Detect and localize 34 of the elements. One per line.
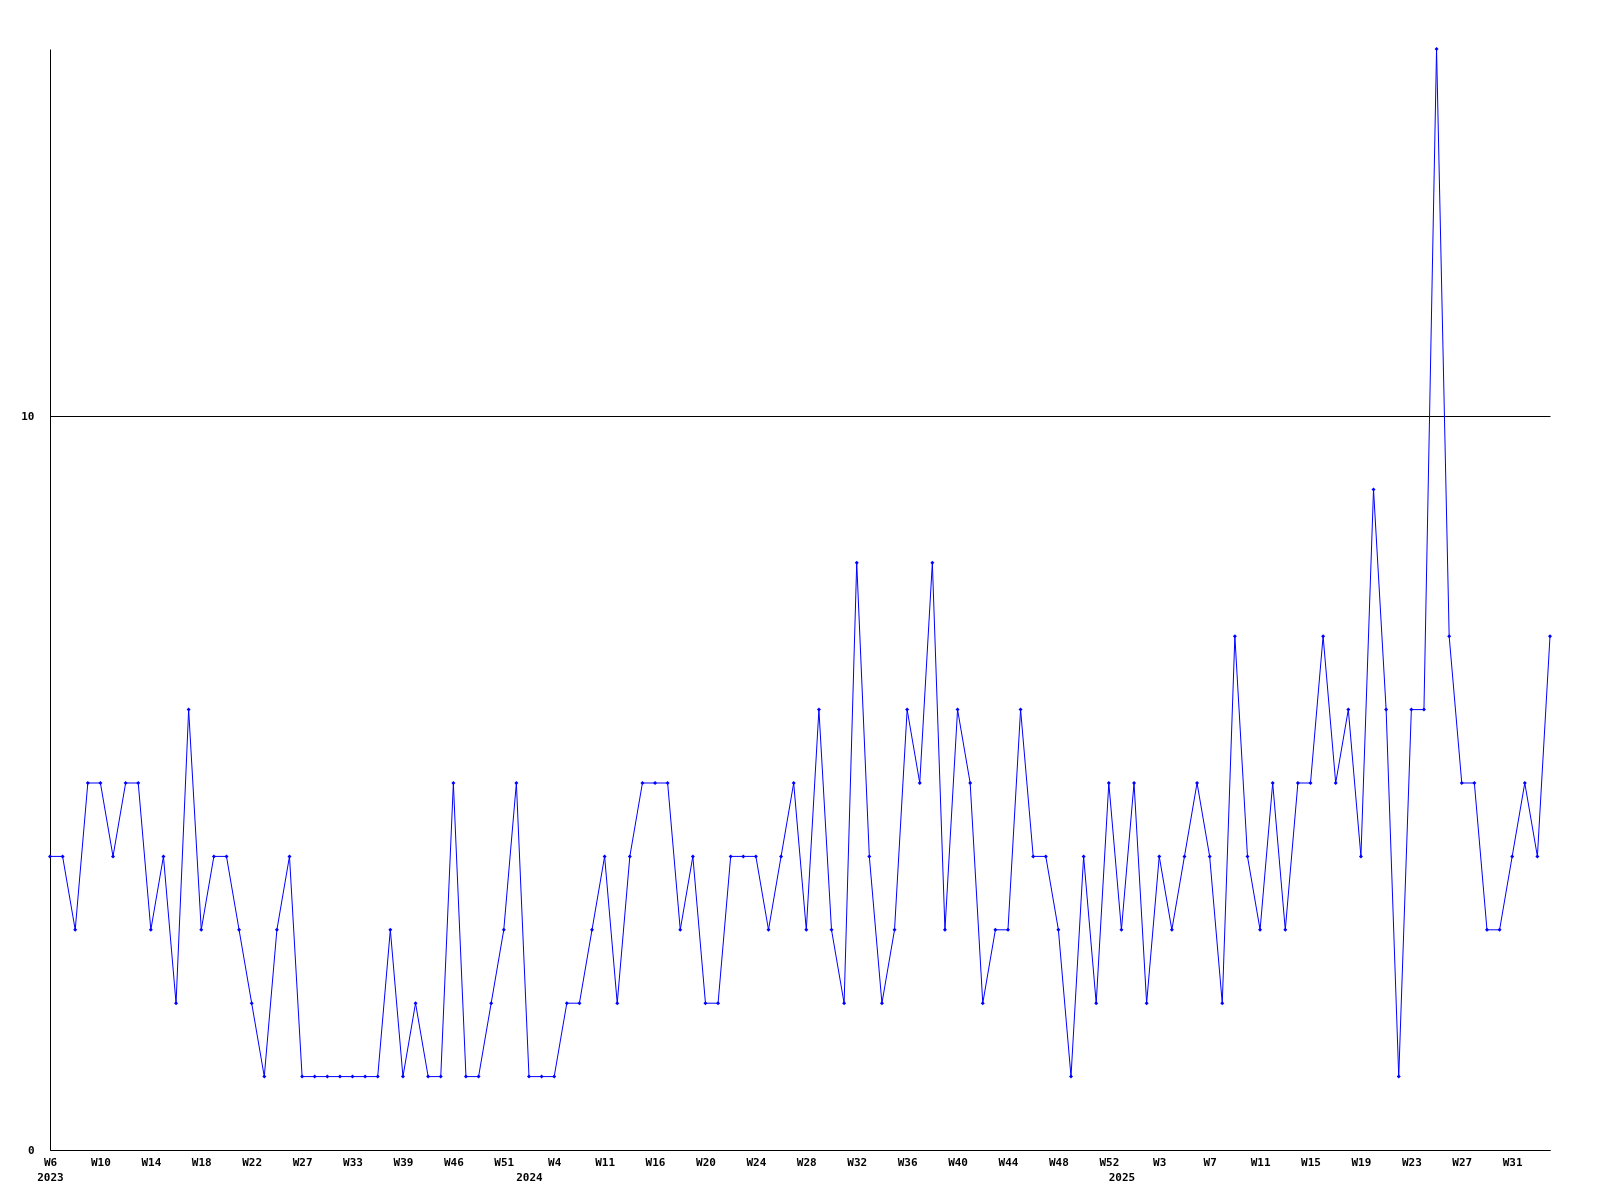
x-tick-label: W20 (696, 1155, 716, 1169)
y-tick-label: 10 (21, 409, 35, 423)
x-tick-label: W24 (746, 1155, 767, 1169)
x-tick-label: W46 (443, 1155, 465, 1169)
x-tick-label: W36 (897, 1155, 918, 1169)
x-tick-label: W52 (1099, 1155, 1120, 1169)
x-tick-label: W19 (1351, 1155, 1372, 1169)
x-tick-label: W51 (494, 1155, 515, 1169)
x-tick-label: W40 (948, 1155, 968, 1169)
x-tick-label: W23 (1401, 1155, 1422, 1169)
x-tick-label: W27 (292, 1155, 313, 1169)
x-tick-label: W15 (1301, 1155, 1321, 1169)
x-tick-label: W39 (393, 1155, 414, 1169)
x-tick-label: W3 (1153, 1155, 1167, 1169)
x-tick-label: W27 (1452, 1155, 1473, 1169)
x-tick-label: W32 (847, 1155, 868, 1169)
x-tick-label: W31 (1502, 1155, 1523, 1169)
x-tick-label: W18 (191, 1155, 212, 1169)
x-tick-label: W22 (242, 1155, 263, 1169)
x-tick-label: W16 (645, 1155, 666, 1169)
x-tick-label: W48 (1048, 1155, 1069, 1169)
x-tick-label: W33 (343, 1155, 363, 1169)
x-tick-label: W7 (1203, 1155, 1217, 1169)
x-tick-label: W11 (595, 1155, 616, 1169)
x-tick-label: W28 (796, 1155, 817, 1169)
x-tick-label: 2025 (1108, 1170, 1136, 1184)
x-tick-label: W4 (548, 1155, 562, 1169)
x-tick-label: 2024 (516, 1170, 544, 1184)
x-tick-label: W11 (1250, 1155, 1271, 1169)
x-tick-label: W14 (141, 1155, 162, 1169)
x-tick-label: W44 (998, 1155, 1019, 1169)
y-tick-label: 0 (27, 1143, 35, 1157)
x-tick-label: W10 (90, 1155, 111, 1169)
x-tick-label: W6 2023 (37, 1155, 64, 1184)
